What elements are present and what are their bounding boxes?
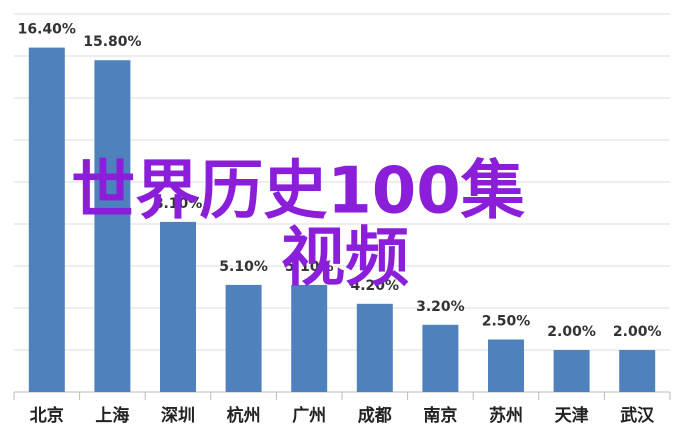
bar	[422, 324, 459, 392]
overlay-text: 视频	[281, 222, 409, 296]
x-tick-label: 北京	[30, 405, 64, 426]
x-tick-label: 苏州	[489, 405, 523, 426]
x-tick-label: 天津	[555, 405, 589, 426]
bar	[160, 221, 196, 392]
data-label: 5.10%	[285, 259, 334, 275]
x-tick-label: 杭州	[227, 405, 261, 426]
x-tick-label: 武汉	[620, 405, 655, 426]
bar	[553, 350, 590, 392]
bar	[619, 350, 656, 392]
data-label: 2.50%	[482, 314, 531, 330]
bar	[28, 47, 65, 392]
bar	[94, 60, 131, 392]
data-label: 15.80%	[83, 34, 141, 50]
data-label: 4.20%	[351, 278, 400, 294]
x-tick-label: 深圳	[161, 405, 195, 426]
bar	[488, 339, 524, 392]
bar	[356, 303, 393, 392]
bar	[291, 284, 328, 392]
x-tick-label: 上海	[95, 405, 129, 426]
x-tick-label: 广州	[292, 405, 326, 426]
data-label: 2.00%	[547, 324, 596, 340]
data-label: 8.10%	[154, 196, 203, 212]
data-label: 16.40%	[18, 22, 76, 38]
data-label: 3.20%	[416, 299, 465, 315]
overlay-text: 世界历史100集	[71, 155, 525, 229]
data-label: 2.00%	[613, 324, 662, 340]
data-label: 5.10%	[219, 259, 268, 275]
x-tick-label: 南京	[423, 405, 457, 426]
x-tick-label: 成都	[358, 405, 392, 426]
bar	[225, 284, 262, 392]
